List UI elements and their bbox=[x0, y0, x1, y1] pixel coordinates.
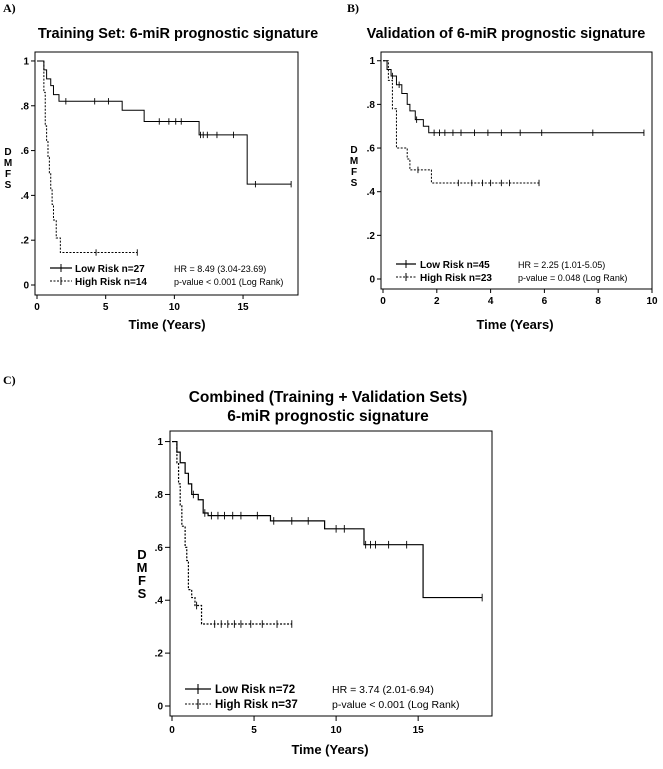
panel-a-letter: A) bbox=[3, 1, 16, 15]
panel-c-ytick-label: .6 bbox=[155, 543, 164, 554]
panel-b-legend-high: High Risk n=23 bbox=[420, 273, 492, 284]
panel-c-legend-low: Low Risk n=72 bbox=[215, 684, 295, 696]
panel-a-xtick-label: 10 bbox=[169, 302, 181, 313]
panel-a-xlabel: Time (Years) bbox=[128, 317, 205, 332]
panel-c: C) Combined (Training + Validation Sets)… bbox=[3, 373, 493, 757]
panel-c-xtick-label: 0 bbox=[169, 725, 175, 736]
panel-c-ytick-label: .4 bbox=[155, 596, 164, 607]
panel-a-frame bbox=[34, 51, 299, 296]
panel-a-ytick-label: 0 bbox=[23, 281, 29, 292]
panel-b-ytick-label: .6 bbox=[367, 144, 376, 155]
panel-a-curves bbox=[37, 60, 292, 256]
panel-c-xtick-label: 10 bbox=[331, 725, 343, 736]
panel-a-y-label: D M F S bbox=[4, 147, 12, 191]
panel-c-pvalue: p-value < 0.001 (Log Rank) bbox=[332, 699, 460, 711]
panel-b-xtick-label: 2 bbox=[434, 296, 440, 307]
panel-b-letter: B) bbox=[347, 1, 359, 15]
panel-a-legend-low: Low Risk n=27 bbox=[75, 264, 145, 275]
panel-c-ytick-label: .8 bbox=[155, 490, 164, 501]
panel-b-ytick-label: 0 bbox=[369, 275, 375, 286]
panel-a: A) Training Set: 6-miR prognostic signat… bbox=[3, 1, 318, 332]
panel-b-hr: HR = 2.25 (1.01-5.05) bbox=[518, 260, 605, 270]
panel-a-low-risk-curve bbox=[37, 60, 292, 185]
panel-b-xtick-label: 4 bbox=[488, 296, 494, 307]
panel-c-high-risk-curve bbox=[172, 440, 292, 625]
panel-b-legend-low: Low Risk n=45 bbox=[420, 260, 490, 271]
panel-b-xtick-label: 10 bbox=[646, 296, 658, 307]
panel-c-y-ticks: 0 .2 .4 .6 .8 1 bbox=[155, 437, 170, 713]
panel-c-xtick-label: 15 bbox=[413, 725, 425, 736]
panel-c-ytick-label: 1 bbox=[157, 437, 163, 448]
panel-b-title: Validation of 6-miR prognostic signature bbox=[367, 26, 646, 42]
panel-c-ylabel-f: F bbox=[138, 573, 146, 588]
panel-b-frame bbox=[380, 51, 653, 290]
panel-a-legend-high: High Risk n=14 bbox=[75, 277, 147, 288]
panel-a-title: Training Set: 6-miR prognostic signature bbox=[38, 26, 318, 42]
panel-c-xtick-label: 5 bbox=[251, 725, 257, 736]
panel-c-ytick-label: 0 bbox=[157, 702, 163, 713]
panel-a-ylabel-f: F bbox=[5, 169, 11, 180]
panel-b-xtick-label: 6 bbox=[542, 296, 548, 307]
panel-b-ytick-label: .4 bbox=[367, 187, 376, 198]
panel-a-xtick-label: 5 bbox=[103, 302, 109, 313]
panel-c-curves bbox=[172, 440, 483, 628]
panel-c-hr: HR = 3.74 (2.01-6.94) bbox=[332, 684, 434, 696]
panel-a-y-ticks: 0 .2 .4 .6 .8 1 bbox=[21, 56, 35, 292]
panel-a-ylabel-d: D bbox=[4, 147, 11, 158]
panel-b-ytick-label: .8 bbox=[367, 100, 376, 111]
panel-c-ylabel-s: S bbox=[138, 586, 147, 601]
panel-c-title: Combined (Training + Validation Sets) bbox=[189, 389, 468, 406]
panel-b-ytick-label: .2 bbox=[367, 231, 376, 242]
panel-a-legend: Low Risk n=27 High Risk n=14 HR = 8.49 (… bbox=[50, 264, 283, 288]
panel-c-subtitle: 6-miR prognostic signature bbox=[227, 408, 429, 425]
panel-b-high-risk-curve bbox=[383, 60, 540, 184]
panel-a-ytick-label: .2 bbox=[21, 236, 30, 247]
panel-a-xtick-label: 0 bbox=[34, 302, 40, 313]
panel-b-xtick-label: 0 bbox=[380, 296, 386, 307]
panel-b-low-risk-curve bbox=[383, 60, 644, 134]
panel-a-ytick-label: .8 bbox=[21, 101, 30, 112]
panel-b-y-ticks: 0 .2 .4 .6 .8 1 bbox=[367, 56, 381, 286]
panel-b-y-label: D M F S bbox=[350, 145, 358, 189]
panel-c-legend: Low Risk n=72 High Risk n=37 HR = 3.74 (… bbox=[185, 684, 460, 711]
panel-b-xlabel: Time (Years) bbox=[476, 317, 553, 332]
panel-a-x-ticks: 0 5 10 15 bbox=[34, 295, 249, 313]
panel-b: B) Validation of 6-miR prognostic signat… bbox=[347, 1, 658, 332]
panel-c-x-ticks: 0 5 10 15 bbox=[169, 716, 424, 736]
panel-c-xlabel: Time (Years) bbox=[291, 742, 368, 757]
panel-b-ylabel-m: M bbox=[350, 156, 358, 167]
panel-a-ytick-label: .6 bbox=[21, 146, 30, 157]
panel-c-low-risk-curve bbox=[172, 440, 483, 599]
panel-c-ylabel-d: D bbox=[137, 547, 146, 562]
panel-b-legend: Low Risk n=45 High Risk n=23 HR = 2.25 (… bbox=[396, 260, 627, 284]
panel-b-pvalue: p-value = 0.048 (Log Rank) bbox=[518, 273, 627, 283]
panel-a-ytick-label: .4 bbox=[21, 191, 30, 202]
panel-a-ytick-label: 1 bbox=[23, 56, 29, 67]
panel-b-ylabel-f: F bbox=[351, 167, 357, 178]
panel-c-letter: C) bbox=[3, 373, 16, 387]
panel-b-ylabel-d: D bbox=[350, 145, 357, 156]
panel-b-xtick-label: 8 bbox=[595, 296, 601, 307]
panel-c-ylabel-m: M bbox=[137, 560, 148, 575]
panel-a-high-risk-curve bbox=[37, 60, 138, 254]
panel-a-xtick-label: 15 bbox=[237, 302, 249, 313]
panel-b-x-ticks: 0 2 4 6 8 10 bbox=[380, 289, 658, 307]
panel-a-hr: HR = 8.49 (3.04-23.69) bbox=[174, 264, 266, 274]
panel-b-ylabel-s: S bbox=[351, 178, 358, 189]
panel-b-curves bbox=[383, 60, 645, 187]
panel-c-ytick-label: .2 bbox=[155, 649, 164, 660]
panel-b-ytick-label: 1 bbox=[369, 56, 375, 67]
panel-a-pvalue: p-value < 0.001 (Log Rank) bbox=[174, 277, 283, 287]
panel-c-frame bbox=[169, 430, 493, 717]
panel-a-ylabel-s: S bbox=[5, 180, 12, 191]
panel-c-y-label: D M F S bbox=[137, 547, 148, 601]
panel-c-legend-high: High Risk n=37 bbox=[215, 699, 298, 711]
panel-a-ylabel-m: M bbox=[4, 158, 12, 169]
